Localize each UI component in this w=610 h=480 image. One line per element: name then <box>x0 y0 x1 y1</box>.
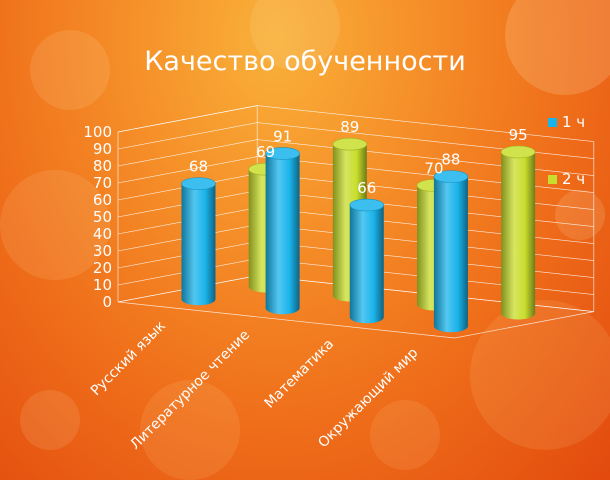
legend-label: 2 ч <box>562 170 586 188</box>
bar <box>500 145 536 320</box>
data-label: 95 <box>509 126 528 144</box>
bar <box>181 177 216 306</box>
data-label: 68 <box>189 158 208 176</box>
data-label: 91 <box>273 128 292 146</box>
gridline <box>117 105 594 142</box>
bar <box>265 147 300 315</box>
category-label: Окружающий мир <box>315 345 421 451</box>
y-tick-label: 30 <box>93 242 112 260</box>
data-label: 88 <box>441 151 460 169</box>
category-label: Русский язык <box>88 318 169 399</box>
gridline <box>117 122 594 159</box>
gridline <box>117 156 594 193</box>
bar <box>349 198 385 324</box>
bars <box>181 137 536 333</box>
data-label: 66 <box>357 179 376 197</box>
chart-title: Качество обученности <box>144 46 466 77</box>
data-label: 69 <box>256 143 275 161</box>
y-tick-label: 80 <box>93 157 112 175</box>
y-tick-label: 10 <box>93 276 112 294</box>
legend-swatch <box>548 118 557 127</box>
data-label: 89 <box>340 118 359 136</box>
y-tick-label: 40 <box>93 225 112 243</box>
legend-item: 1 ч <box>548 113 585 131</box>
y-tick-label: 90 <box>93 140 112 158</box>
gridline <box>117 139 594 176</box>
category-label: Математика <box>262 336 338 412</box>
y-tick-label: 70 <box>93 174 112 192</box>
y-tick-label: 100 <box>83 123 112 141</box>
data-labels: 69 89 70 95 68 91 66 88 <box>189 118 528 197</box>
y-tick-label: 0 <box>102 293 112 311</box>
bar <box>433 170 469 333</box>
legend-item: 2 ч <box>548 170 585 188</box>
legend-swatch <box>548 175 557 184</box>
y-tick-label: 60 <box>93 191 112 209</box>
y-tick-label: 50 <box>93 208 112 226</box>
data-label: 70 <box>424 159 443 177</box>
y-tick-label: 20 <box>93 259 112 277</box>
legend-label: 1 ч <box>562 113 586 131</box>
